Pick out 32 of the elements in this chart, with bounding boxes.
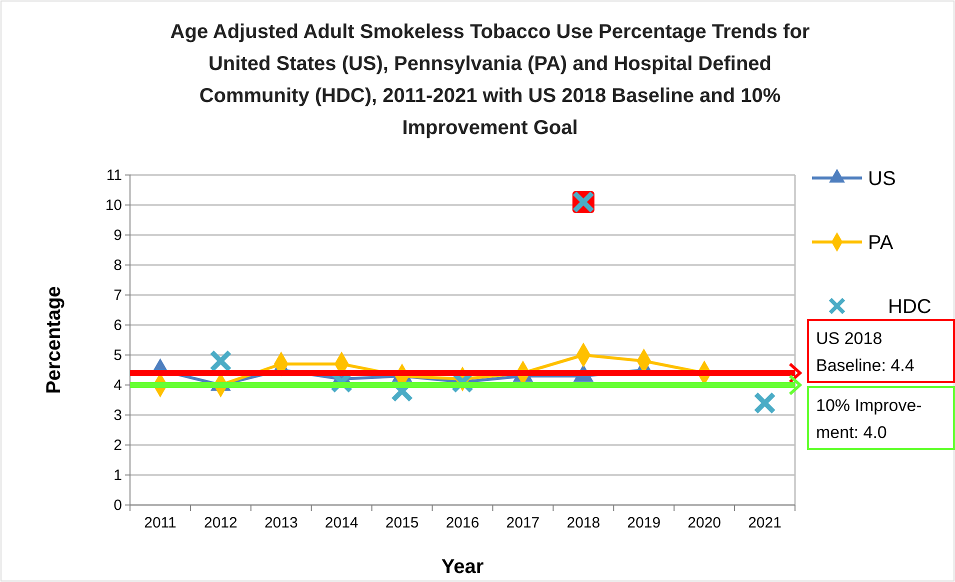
- point: [754, 392, 776, 414]
- y-tick-label: 4: [114, 376, 122, 394]
- y-tick-label: 3: [114, 406, 122, 424]
- y-tick-label: 9: [114, 226, 122, 244]
- legend-label: HDC: [888, 296, 932, 318]
- y-tick-label: 2: [114, 436, 122, 454]
- x-tick-label: 2019: [627, 514, 661, 532]
- x-tick-label: 2013: [264, 514, 298, 532]
- y-tick-label: 5: [114, 346, 122, 364]
- x-tick-label: 2016: [446, 514, 480, 532]
- y-tick-label: 7: [114, 286, 122, 304]
- y-tick-label: 1: [114, 466, 122, 484]
- x-tick-label: 2018: [566, 514, 600, 532]
- ref-line-label: US 2018 Baseline: 4.4: [816, 329, 914, 375]
- legend-label: PA: [868, 232, 894, 254]
- x-tick-label: 2015: [385, 514, 419, 532]
- legend-label: US: [868, 168, 896, 190]
- ref-line-label: 10% Improve- ment: 4.0: [816, 396, 922, 442]
- x-tick-label: 2017: [506, 514, 540, 532]
- chart-title: Age Adjusted Adult Smokeless Tobacco Use Percentage Trends for United States (US), Pennsylvania (PA) and Hospital Defined Community (HDC), 2011-2021 with US 2018 Baseline and 10% Improvement Goal: [170, 21, 810, 139]
- x-tick-label: 2021: [748, 514, 782, 532]
- y-tick-label: 11: [106, 166, 122, 184]
- x-axis-title: Year: [441, 556, 484, 578]
- x-tick-label: 2014: [324, 514, 358, 532]
- x-tick-label: 2011: [144, 514, 176, 532]
- y-axis-title: Percentage: [43, 286, 65, 394]
- y-tick-label: 6: [114, 316, 122, 334]
- y-tick-label: 0: [114, 496, 122, 514]
- y-tick-label: 10: [105, 196, 122, 214]
- x-tick-label: 2012: [204, 514, 238, 532]
- y-tick-label: 8: [114, 256, 122, 274]
- x-tick-label: 2020: [688, 514, 722, 532]
